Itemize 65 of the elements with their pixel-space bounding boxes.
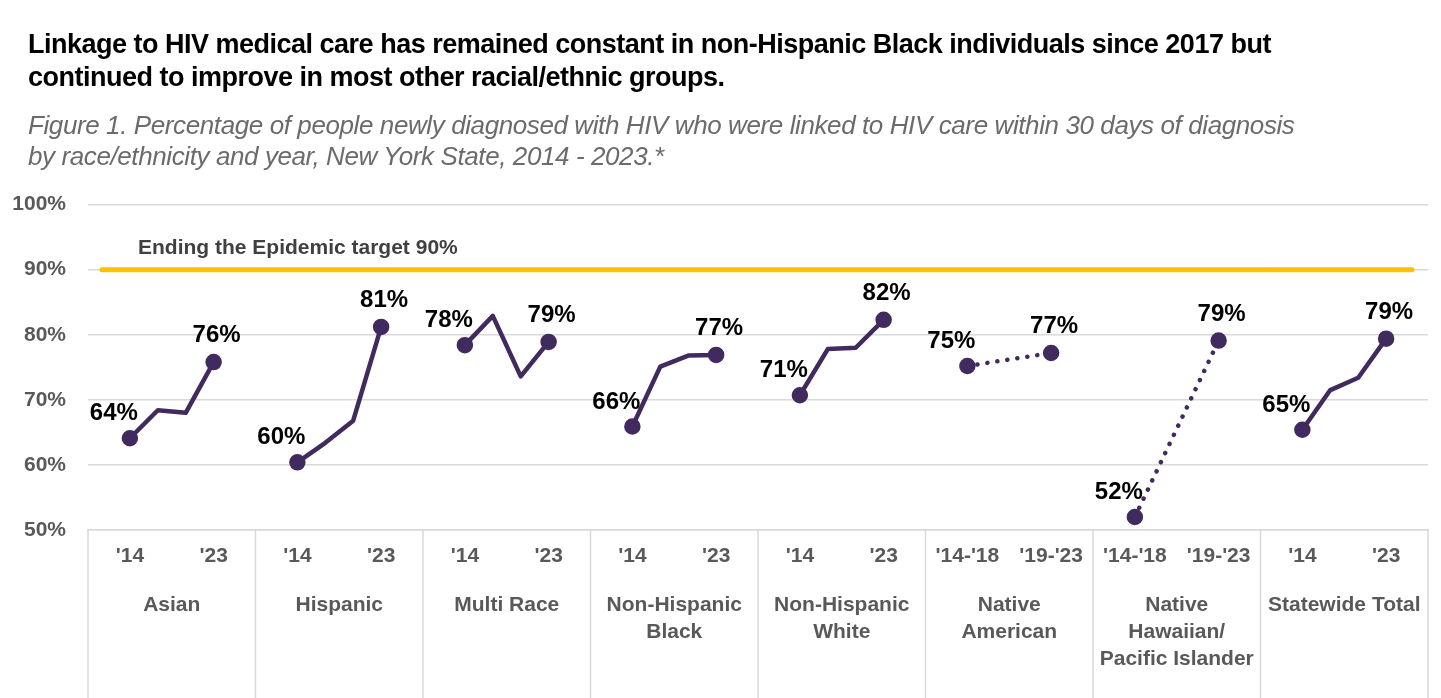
chart-subtitle: Figure 1. Percentage of people newly diagnosed with HIV who were linked to HIV care within 30 days of diagnosis by race/ethnicity and year, New York State, 2014 - 2023.* [28, 110, 1296, 172]
y-tick-label: 100% [12, 191, 67, 215]
data-label: 81% [360, 284, 409, 312]
point [456, 336, 474, 354]
y-tick-label: 50% [23, 516, 67, 540]
data-label: 71% [759, 355, 808, 383]
y-tick-label: 60% [23, 451, 67, 475]
data-label: 82% [862, 277, 911, 305]
point [1377, 330, 1395, 347]
data-label: 77% [695, 312, 744, 340]
data-label: 52% [1094, 476, 1143, 504]
text: Non-Hispanic Black [606, 592, 743, 642]
point [1210, 332, 1227, 349]
data-label: 76% [192, 320, 241, 348]
y-tick-label: 70% [23, 386, 67, 410]
text: Multi Race [454, 592, 560, 615]
data-label: 79% [1197, 298, 1246, 326]
data-label: 79% [527, 299, 576, 327]
text: Statewide Total [1268, 592, 1421, 615]
chart-title: Linkage to HIV medical care has remained constant in non-Hispanic Black individuals since 2017 but continued to improve in most other racial/ethnic groups. [28, 28, 1273, 94]
text: Hispanic [295, 592, 384, 615]
x-tick-label: '14-'18 [1103, 543, 1168, 567]
text: Asian [143, 592, 201, 615]
point [289, 454, 306, 471]
data-label: 65% [1262, 389, 1311, 417]
text: Native Hawaiian/ Pacific Islander [1099, 592, 1254, 669]
point [1042, 344, 1060, 362]
x-tick-label: '14 [1288, 543, 1317, 567]
data-label: 64% [89, 398, 138, 426]
point [1294, 421, 1311, 439]
x-tick-label: '14 [618, 543, 647, 567]
x-tick-label: '23 [199, 543, 228, 567]
x-tick-label: '23 [869, 543, 898, 567]
x-tick-label: '23 [534, 543, 563, 567]
y-tick-label: 80% [23, 321, 67, 345]
point [624, 418, 641, 435]
x-tick-label: '14 [785, 543, 815, 567]
data-label: 66% [592, 386, 641, 414]
data-label: 60% [257, 422, 306, 450]
x-tick-label: '19-'23 [1186, 543, 1251, 567]
data-label: 78% [424, 305, 473, 333]
text: Native American [961, 592, 1058, 642]
point [707, 346, 725, 364]
x-tick-label: '14-'18 [935, 543, 1000, 567]
point [372, 318, 390, 336]
point [540, 333, 557, 351]
x-tick-label: '14 [450, 543, 480, 567]
data-label: 77% [1030, 310, 1079, 338]
ref-line-label: Ending the Epidemic target 90% [138, 234, 459, 258]
x-tick-label: '14 [115, 543, 145, 567]
x-tick-label: '23 [1371, 543, 1401, 567]
point [121, 429, 139, 447]
point [875, 311, 892, 329]
point [959, 357, 976, 375]
data-label: 75% [927, 326, 976, 353]
x-tick-label: '19-'23 [1019, 543, 1083, 567]
data-label: 79% [1365, 296, 1414, 324]
point [1126, 508, 1144, 526]
y-tick-label: 90% [23, 256, 67, 280]
point [205, 353, 222, 371]
x-tick-label: '23 [366, 543, 396, 567]
point [791, 387, 809, 404]
x-tick-label: '14 [283, 543, 312, 567]
x-tick-label: '23 [701, 543, 731, 567]
text: Non-Hispanic White [774, 592, 910, 642]
